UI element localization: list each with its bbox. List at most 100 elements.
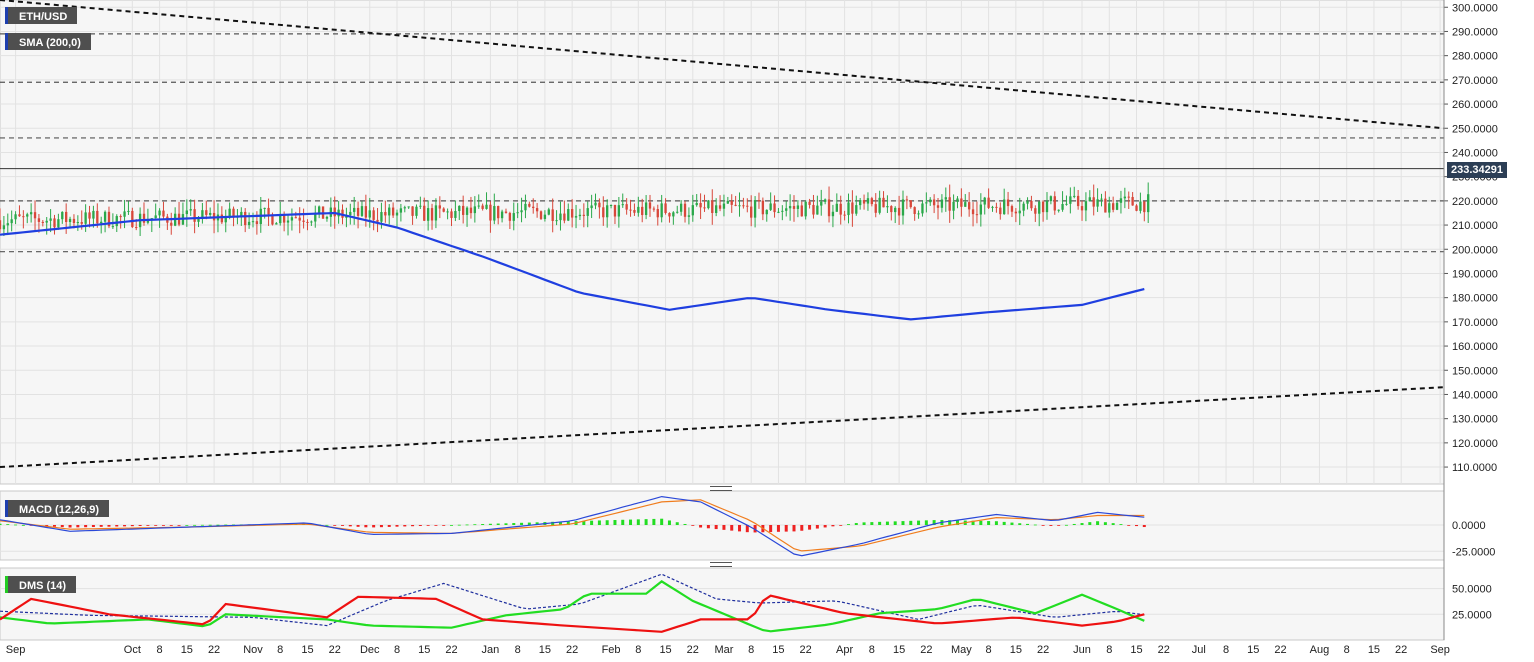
candle-body xyxy=(512,213,515,221)
macd-histogram-bar xyxy=(457,524,461,526)
candle-body xyxy=(827,199,831,217)
x-tick-label: 8 xyxy=(748,644,754,656)
macd-histogram-bar xyxy=(60,525,64,528)
x-tick-label: Sep xyxy=(6,644,26,656)
candle-body xyxy=(781,210,784,212)
x-tick-label: Mar xyxy=(714,644,733,656)
sma-label[interactable]: SMA (200,0) xyxy=(5,33,91,50)
macd-histogram-bar xyxy=(115,525,119,527)
macd-histogram-bar xyxy=(348,525,352,527)
candle-body xyxy=(1143,201,1146,213)
candle-body xyxy=(384,212,387,216)
macd-histogram-bar xyxy=(146,525,150,526)
candle-body xyxy=(855,205,858,214)
macd-histogram-bar xyxy=(629,519,633,525)
candle-body xyxy=(282,214,286,223)
candle-body xyxy=(197,219,200,222)
candle-body xyxy=(652,208,656,210)
candle-body xyxy=(49,218,52,221)
macd-histogram-bar xyxy=(590,520,594,525)
candle-body xyxy=(882,197,885,208)
macd-histogram-bar xyxy=(333,525,337,526)
candle-body xyxy=(115,216,118,227)
candle-body xyxy=(613,204,617,217)
macd-histogram-bar xyxy=(714,525,718,530)
candle-body xyxy=(516,212,519,214)
macd-histogram-bar xyxy=(496,523,500,525)
candle-body xyxy=(1065,203,1068,205)
macd-histogram-bar xyxy=(91,525,95,528)
candle-body xyxy=(578,214,582,217)
candle-body xyxy=(438,205,441,209)
x-tick-label: 15 xyxy=(181,644,193,656)
macd-histogram-bar xyxy=(488,523,492,525)
candle-body xyxy=(979,204,982,215)
candle-body xyxy=(535,208,539,212)
candle-body xyxy=(730,200,733,205)
x-tick-label: Sep xyxy=(1430,644,1450,656)
macd-histogram-bar xyxy=(123,525,127,527)
candle-body xyxy=(469,207,473,214)
candle-body xyxy=(53,218,56,228)
candle-body xyxy=(508,212,512,221)
macd-histogram-bar xyxy=(84,525,88,528)
candle-body xyxy=(598,202,601,208)
candle-body xyxy=(894,207,897,213)
macd-histogram-bar xyxy=(177,525,181,526)
macd-histogram-bar xyxy=(449,525,453,526)
candle-body xyxy=(224,216,227,223)
candle-body xyxy=(792,206,796,209)
macd-histogram-bar xyxy=(426,525,430,526)
candle-body xyxy=(68,218,72,223)
candle-body xyxy=(707,200,710,209)
candle-body xyxy=(932,199,936,206)
macd-histogram-bar xyxy=(1142,525,1146,528)
candle-body xyxy=(325,216,329,219)
candle-body xyxy=(189,209,192,211)
candle-body xyxy=(995,206,998,208)
macd-histogram-bar xyxy=(636,519,640,525)
panel-resize-handle-1[interactable] xyxy=(710,486,732,491)
candle-body xyxy=(1088,197,1091,202)
macd-histogram-bar xyxy=(885,521,889,525)
candle-body xyxy=(504,211,508,213)
candle-body xyxy=(870,198,874,205)
dms-label[interactable]: DMS (14) xyxy=(5,576,77,593)
macd-histogram-bar xyxy=(1080,523,1084,525)
x-tick-label: Jun xyxy=(1073,644,1091,656)
macd-histogram-bar xyxy=(683,523,687,525)
candle-body xyxy=(847,202,850,216)
x-tick-label: 8 xyxy=(869,644,875,656)
macd-histogram-bar xyxy=(169,525,173,526)
panel-resize-handle-2[interactable] xyxy=(710,562,732,567)
y-tick-label: 160.0000 xyxy=(1452,341,1498,353)
x-tick-label: 15 xyxy=(1010,644,1022,656)
macd-histogram-bar xyxy=(862,522,866,525)
macd-label[interactable]: MACD (12,26,9) xyxy=(5,500,110,517)
candle-body xyxy=(360,206,364,216)
candle-body xyxy=(633,210,636,213)
candle-body xyxy=(586,208,589,216)
candle-body xyxy=(917,213,920,215)
candle-body xyxy=(123,211,126,217)
macd-histogram-bar xyxy=(792,525,796,532)
candle-body xyxy=(298,217,301,221)
candle-body xyxy=(831,211,835,217)
candle-body xyxy=(874,204,877,213)
candle-body xyxy=(489,204,492,221)
candle-body xyxy=(960,198,963,207)
candle-body xyxy=(796,205,800,209)
y-tick-label: 200.0000 xyxy=(1452,244,1498,256)
candle-body xyxy=(10,219,13,224)
candle-body xyxy=(294,217,297,219)
candle-body xyxy=(785,208,788,211)
macd-histogram-bar xyxy=(1096,521,1100,525)
macd-histogram-bar xyxy=(6,524,10,525)
candle-body xyxy=(940,199,944,208)
candle-body xyxy=(812,204,815,215)
x-tick-label: 22 xyxy=(920,644,932,656)
candle-body xyxy=(1076,195,1080,207)
candle-body xyxy=(255,221,259,225)
symbol-label[interactable]: ETH/USD xyxy=(5,7,78,24)
y-tick-label: 280.0000 xyxy=(1452,51,1498,63)
